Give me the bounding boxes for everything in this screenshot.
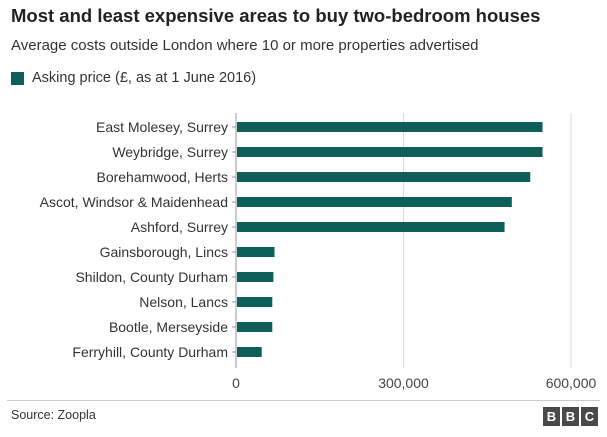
footer-divider <box>7 400 600 401</box>
category-label: East Molesey, Surrey <box>96 119 228 135</box>
legend-label: Asking price (£, as at 1 June 2016) <box>32 70 257 86</box>
category-label: Ascot, Windsor & Maidenhead <box>40 194 228 210</box>
source-note: Source: Zoopla <box>11 408 96 422</box>
x-tick-label: 600,000 <box>546 375 597 391</box>
category-label: Ferryhill, County Durham <box>72 344 228 360</box>
category-label: Bootle, Merseyside <box>109 319 228 335</box>
bbc-logo-letter: B <box>562 407 579 426</box>
category-label: Weybridge, Surrey <box>112 144 228 160</box>
bar <box>237 297 273 307</box>
bbc-logo-letter: B <box>543 407 560 426</box>
x-tick-label: 0 <box>232 375 240 391</box>
bar <box>237 147 543 157</box>
bbc-logo: B B C <box>543 407 598 426</box>
category-label: Shildon, County Durham <box>75 269 228 285</box>
legend: Asking price (£, as at 1 June 2016) <box>11 70 256 86</box>
category-label: Ashford, Surrey <box>131 219 228 235</box>
bar <box>237 222 505 232</box>
legend-swatch <box>11 71 24 85</box>
bar <box>237 197 512 207</box>
bar <box>237 322 273 332</box>
bbc-logo-letter: C <box>581 407 598 426</box>
bar <box>237 122 543 132</box>
category-label: Nelson, Lancs <box>139 294 228 310</box>
chart-subtitle: Average costs outside London where 10 or… <box>11 37 479 54</box>
category-label: Borehamwood, Herts <box>96 169 228 185</box>
chart-title: Most and least expensive areas to buy tw… <box>11 5 541 26</box>
x-tick-label: 300,000 <box>378 375 429 391</box>
bar <box>237 247 275 257</box>
bar <box>237 272 274 282</box>
category-label: Gainsborough, Lincs <box>100 244 228 260</box>
bar <box>237 172 531 182</box>
bar <box>237 347 262 357</box>
